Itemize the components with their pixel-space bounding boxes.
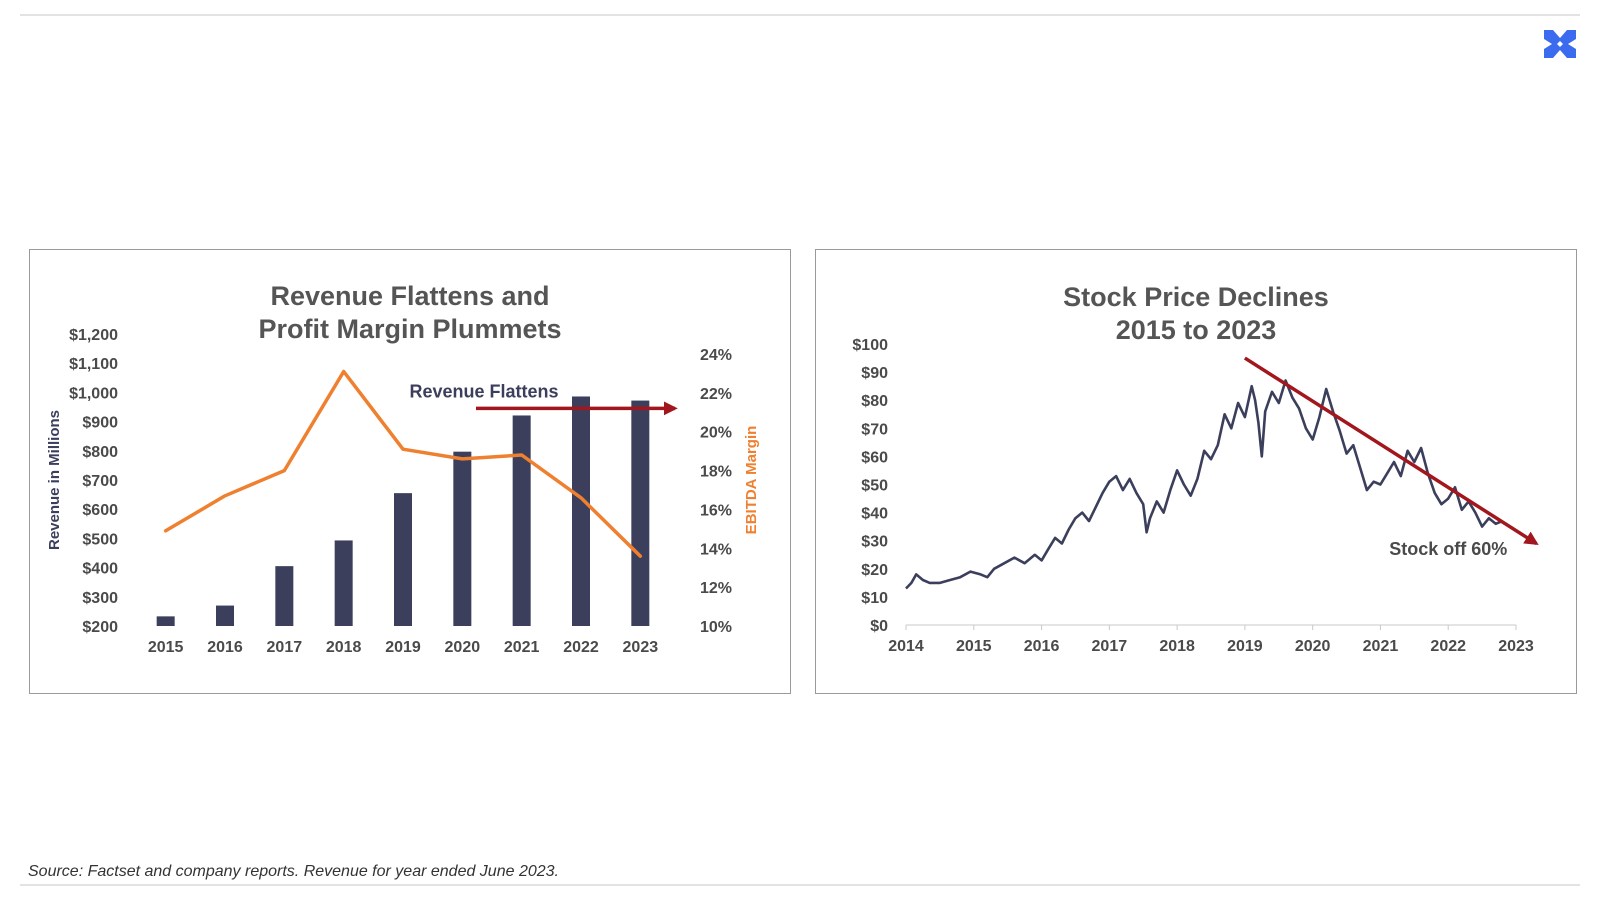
x-tick-label: 2014 <box>888 638 924 655</box>
y-tick-label: $500 <box>82 531 118 548</box>
decline-trend-arrow <box>1243 356 1539 546</box>
y-tick-label: $1,000 <box>69 385 118 402</box>
y2-tick-label: 20% <box>700 425 732 442</box>
y2-axis-label: EBITDA Margin <box>743 426 760 535</box>
x-tick-label: 2015 <box>956 638 992 655</box>
y2-tick-label: 18% <box>700 464 732 481</box>
x-tick-label: 2019 <box>1227 638 1263 655</box>
x-tick-label: 2016 <box>207 639 243 656</box>
stock-price-line <box>905 379 1503 590</box>
chart-title-line: Revenue Flattens and <box>270 281 549 311</box>
y-tick-label: $100 <box>852 337 888 354</box>
revenue-bar <box>512 415 531 626</box>
x-tick-label: 2022 <box>563 639 599 656</box>
y-tick-label: $60 <box>861 449 888 466</box>
y-tick-label: $800 <box>82 444 118 461</box>
x-tick-label: 2017 <box>267 639 303 656</box>
y-tick-label: $900 <box>82 415 118 432</box>
y2-tick-label: 10% <box>700 619 732 636</box>
y-tick-label: $10 <box>861 590 888 607</box>
x-tick-label: 2020 <box>1295 638 1331 655</box>
y-tick-label: $30 <box>861 534 888 551</box>
x-tick-label: 2018 <box>326 639 362 656</box>
revenue-bar <box>631 400 650 626</box>
x-tick-label: 2021 <box>504 639 540 656</box>
y2-tick-label: 14% <box>700 541 732 558</box>
x-tick-label: 2021 <box>1363 638 1399 655</box>
y2-tick-label: 12% <box>700 580 732 597</box>
y-tick-label: $700 <box>82 473 118 490</box>
x-tick-label: 2016 <box>1024 638 1060 655</box>
y-tick-label: $20 <box>861 562 888 579</box>
y2-tick-label: 22% <box>700 386 732 403</box>
revenue-bar <box>572 396 590 626</box>
chart-title-line: Stock Price Declines <box>1063 282 1329 312</box>
chart-title-line: Profit Margin Plummets <box>258 314 561 344</box>
x-tick-label: 2017 <box>1092 638 1128 655</box>
revenue-bar <box>275 566 294 626</box>
y-tick-label: $40 <box>861 506 888 523</box>
y-tick-label: $70 <box>861 421 888 438</box>
revenue-bar <box>216 605 234 626</box>
revenue-bar <box>156 616 175 626</box>
chart-title-line: 2015 to 2023 <box>1116 315 1277 345</box>
x-tick-label: 2022 <box>1430 638 1466 655</box>
revenue-bar <box>394 493 412 626</box>
x-cross-icon <box>1544 30 1576 58</box>
stock-price-chart-panel: Stock Price Declines 2015 to 2023 $0 $10 $20… <box>815 249 1577 694</box>
y-tick-label: $1,100 <box>69 356 118 373</box>
y-tick-label: $80 <box>861 393 888 410</box>
y-tick-label: $90 <box>861 365 888 382</box>
x-tick-label: 2018 <box>1159 638 1195 655</box>
x-tick-label: 2019 <box>385 639 421 656</box>
bottom-divider <box>20 884 1580 886</box>
y-tick-label: $50 <box>861 478 888 495</box>
y2-tick-label: 16% <box>700 502 732 519</box>
y-tick-label: $0 <box>870 618 888 635</box>
y-tick-label: $200 <box>82 619 118 636</box>
top-divider <box>20 14 1580 16</box>
x-tick-label: 2020 <box>445 639 481 656</box>
y-axis-label: Revenue in Millions <box>46 410 63 550</box>
source-note: Source: Factset and company reports. Rev… <box>28 863 559 880</box>
y-tick-label: $1,200 <box>69 327 118 344</box>
stock-off-annotation: Stock off 60% <box>1389 539 1507 559</box>
revenue-bar <box>334 540 353 626</box>
y-tick-label: $600 <box>82 502 118 519</box>
revenue-margin-chart-panel: Revenue Flattens and Profit Margin Plumme… <box>29 249 791 694</box>
y2-tick-label: 24% <box>700 347 732 364</box>
x-tick-label: 2015 <box>148 639 184 656</box>
x-tick-label: 2023 <box>623 639 659 656</box>
revenue-bar <box>453 451 472 626</box>
revenue-flattens-annotation: Revenue Flattens <box>409 381 558 401</box>
ebitda-margin-line <box>163 369 643 558</box>
y-tick-label: $300 <box>82 590 118 607</box>
y-tick-label: $400 <box>82 561 118 578</box>
x-tick-label: 2023 <box>1498 638 1534 655</box>
